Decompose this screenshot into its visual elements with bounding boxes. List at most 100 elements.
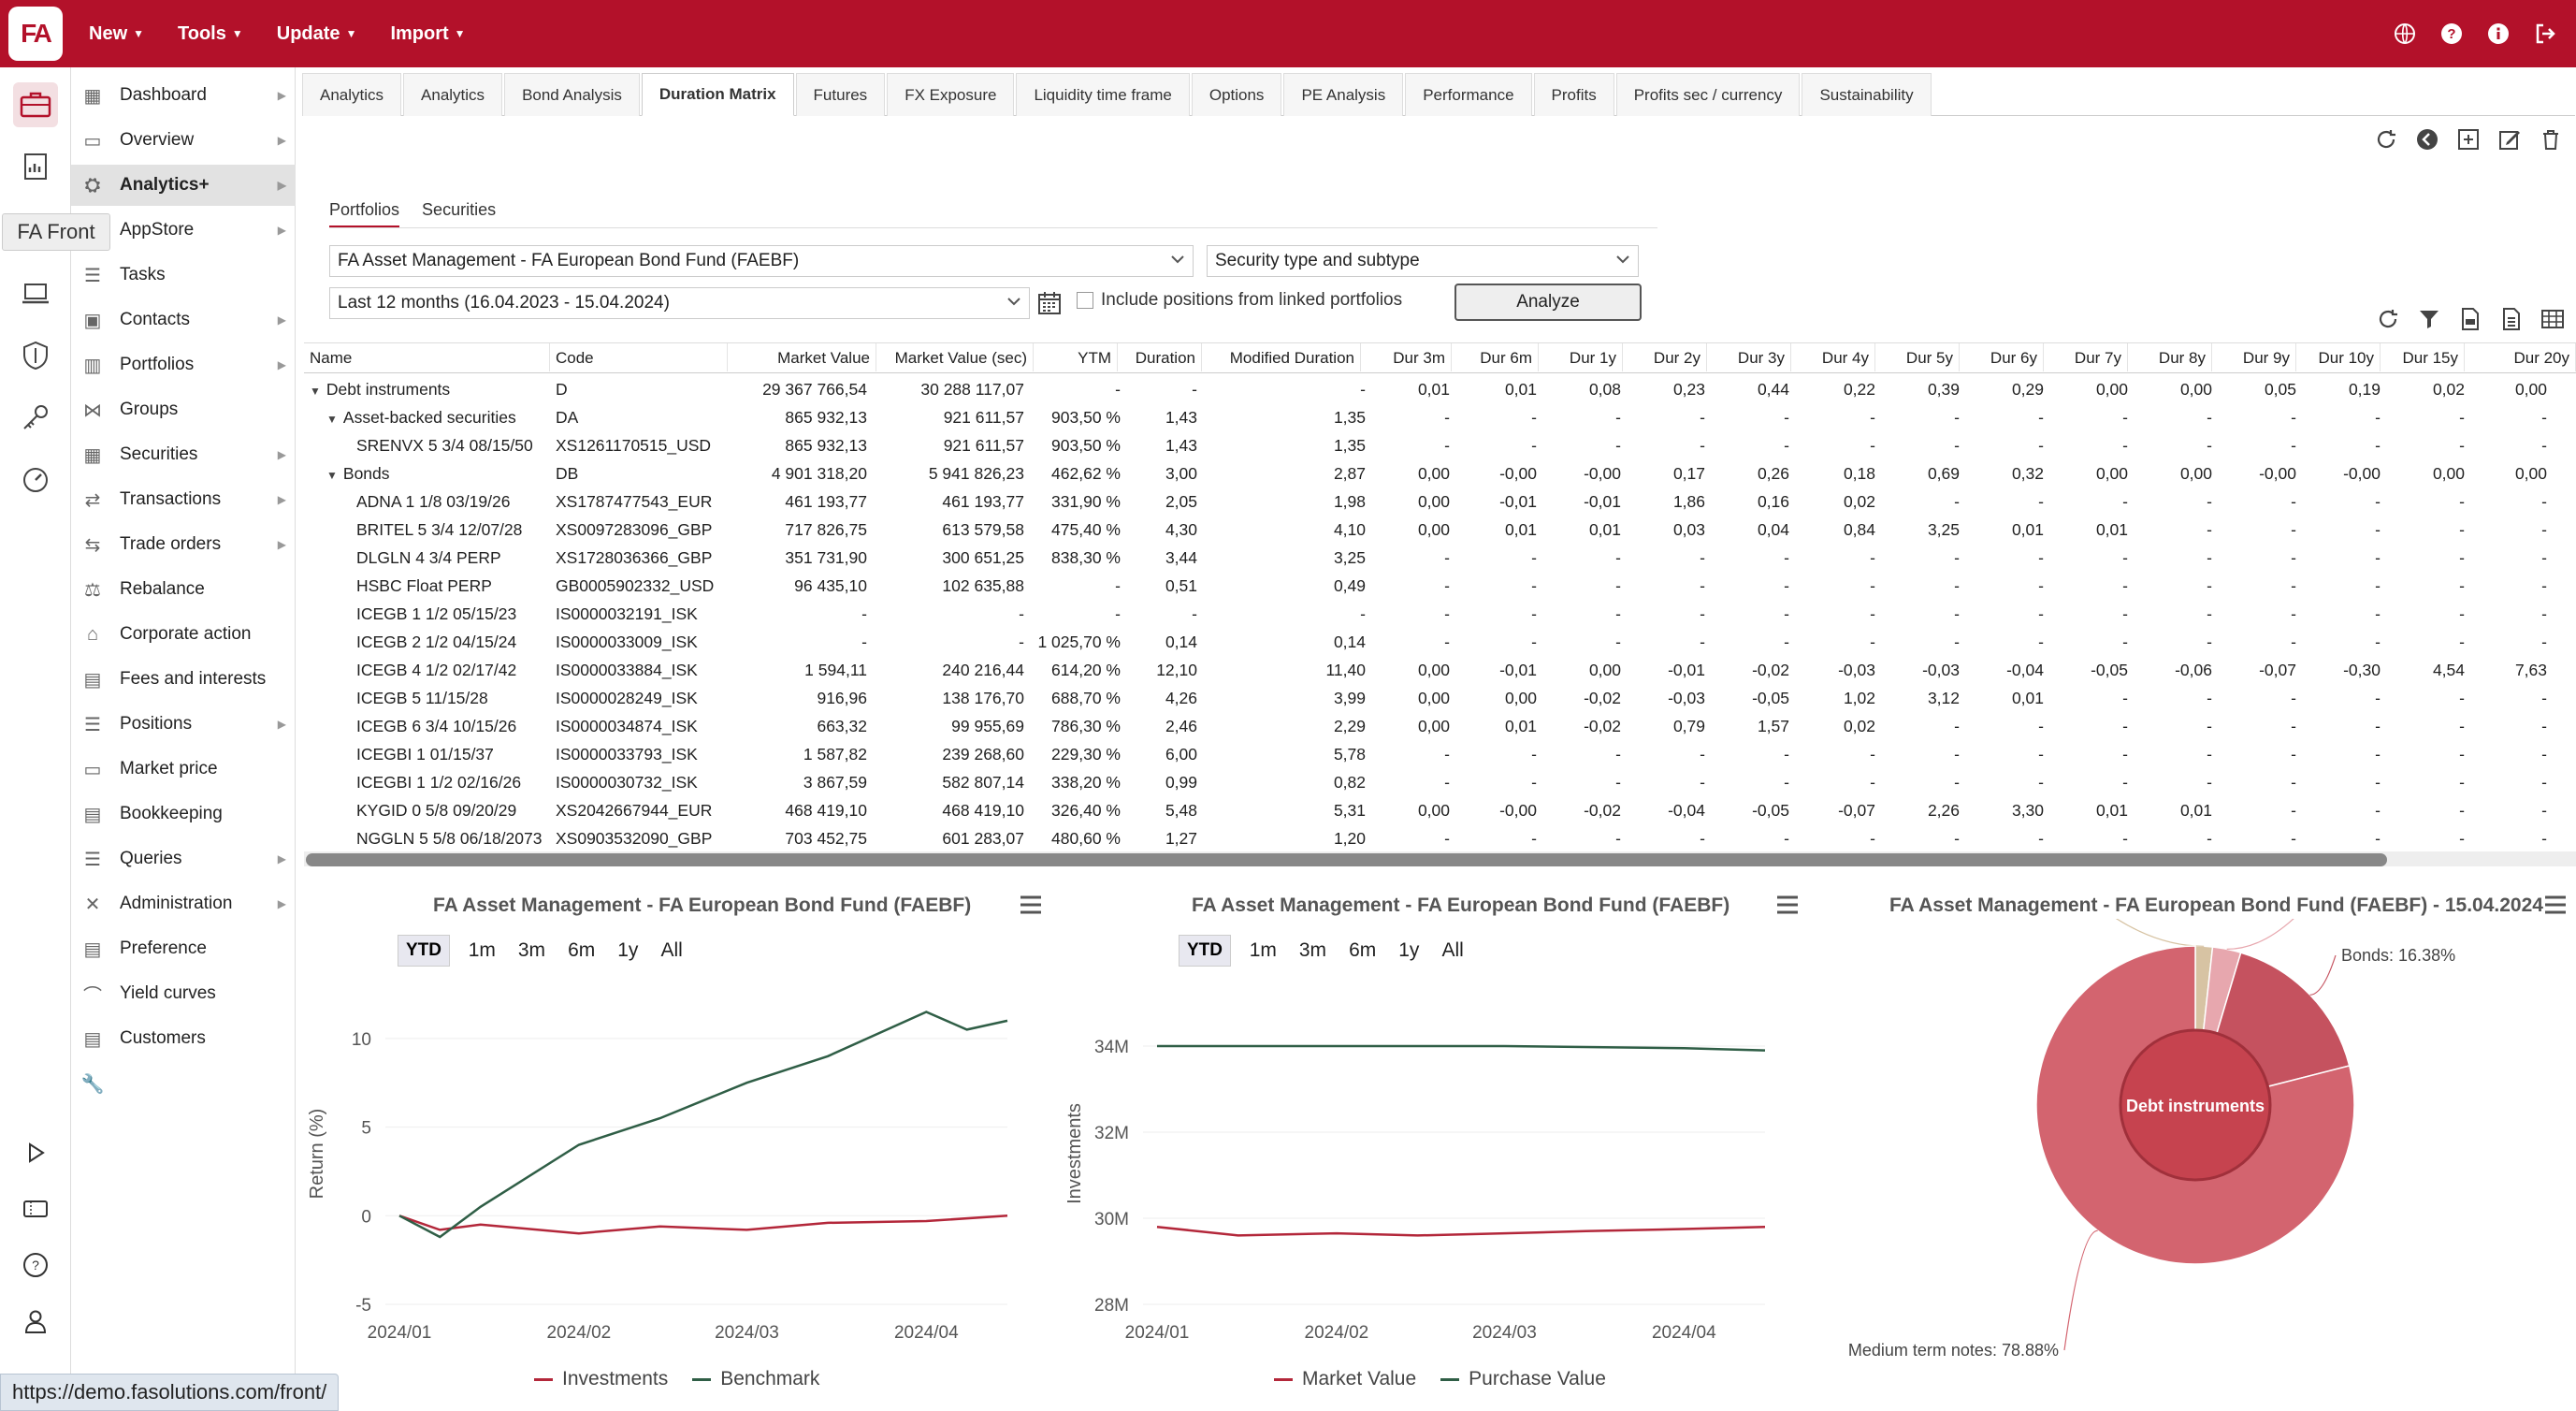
tab-analytics[interactable]: Analytics [403, 73, 503, 116]
sidebar-item-positions[interactable]: ☰ Positions ▶ [71, 704, 296, 745]
globe-icon[interactable] [2393, 22, 2417, 46]
analyze-button[interactable]: Analyze [1454, 284, 1642, 321]
tab-profits-sec-currency[interactable]: Profits sec / currency [1615, 73, 1801, 116]
sidebar-item-rebalance[interactable]: ⚖ Rebalance [71, 569, 296, 610]
laptop-icon[interactable] [13, 271, 58, 316]
table-row[interactable]: ▼ Debt instruments D 29 367 766,54 30 288 11… [304, 375, 2576, 403]
expand-toggle-icon[interactable]: ▼ [326, 413, 338, 426]
legend-market-value[interactable]: Market Value [1274, 1368, 1416, 1390]
tab-profits[interactable]: Profits [1533, 73, 1614, 116]
tab-pe-analysis[interactable]: PE Analysis [1283, 73, 1404, 116]
table-row[interactable]: BRITEL 5 3/4 12/07/28 XS0097283096_GBP 717… [304, 516, 2576, 544]
speedometer-icon[interactable] [13, 457, 58, 502]
tab-liquidity-time-frame[interactable]: Liquidity time frame [1016, 73, 1190, 116]
logout-icon[interactable] [2533, 22, 2557, 46]
zoom-button-3m[interactable]: 3m [1298, 939, 1327, 961]
report-icon[interactable] [13, 144, 58, 189]
sidebar-item-portfolios[interactable]: ▥ Portfolios ▶ [71, 344, 296, 385]
period-select[interactable]: Last 12 months (16.04.2023 - 15.04.2024) [329, 287, 1030, 319]
sidebar-item-customers[interactable]: ▤ Customers [71, 1018, 296, 1059]
table-row[interactable]: ICEGB 6 3/4 10/15/26 IS0000034874_ISK 663,… [304, 712, 2576, 740]
zoom-button-3m[interactable]: 3m [517, 939, 546, 961]
zoom-button-all[interactable]: All [660, 939, 683, 961]
column-header[interactable]: Dur 15y [2381, 343, 2465, 371]
column-header[interactable]: Dur 2y [1623, 343, 1707, 371]
help-icon[interactable]: ? [2439, 22, 2464, 46]
column-header[interactable]: Dur 8y [2128, 343, 2212, 371]
sidebar-item-tasks[interactable]: ☰ Tasks [71, 255, 296, 296]
trash-icon[interactable] [2537, 125, 2565, 153]
column-header[interactable]: Market Value (sec) [876, 343, 1034, 371]
sidebar-item-queries[interactable]: ☰ Queries ▶ [71, 838, 296, 880]
sidebar-item-trade-orders[interactable]: ⇆ Trade orders ▶ [71, 524, 296, 565]
horizontal-scrollbar[interactable] [304, 851, 2576, 866]
sidebar-item-groups[interactable]: ⋈ Groups [71, 389, 296, 430]
column-header[interactable]: Dur 10y [2296, 343, 2381, 371]
tab-analytics[interactable]: Analytics [302, 73, 402, 116]
column-header[interactable]: Dur 3m [1361, 343, 1452, 371]
tab-futures[interactable]: Futures [795, 73, 886, 116]
refresh-icon[interactable] [2374, 305, 2402, 333]
column-header[interactable]: Dur 4y [1791, 343, 1875, 371]
legend-investments[interactable]: Investments [534, 1368, 668, 1390]
menu-new[interactable]: New ▼ [89, 23, 144, 45]
zoom-button-ytd[interactable]: YTD [1179, 935, 1231, 967]
table-row[interactable]: ICEGBI 1 01/15/37 IS0000033793_ISK 1 587,8… [304, 740, 2576, 768]
zoom-button-1m[interactable]: 1m [1249, 939, 1277, 961]
tab-options[interactable]: Options [1191, 73, 1282, 116]
help-circle-icon[interactable]: ? [13, 1243, 58, 1287]
table-row[interactable]: ICEGB 2 1/2 04/15/24 IS0000033009_ISK - -1 … [304, 628, 2576, 656]
sidebar-item-market-price[interactable]: ▭ Market price [71, 749, 296, 790]
shield-icon[interactable] [13, 333, 58, 378]
excel-icon[interactable] [2497, 305, 2525, 333]
table-row[interactable]: DLGLN 4 3/4 PERP XS1728036366_GBP 351 731,… [304, 544, 2576, 572]
sidebar-item-overview[interactable]: ▭ Overview ▶ [71, 120, 296, 161]
checkbox-box[interactable] [1077, 292, 1093, 309]
sidebar-item-dashboard[interactable]: ▦ Dashboard ▶ [71, 75, 296, 116]
table-row[interactable]: HSBC Float PERP GB0005902332_USD 96 435,10… [304, 572, 2576, 600]
table-row[interactable]: ICEGBI 1 1/2 02/16/26 IS0000030732_ISK 3 8… [304, 768, 2576, 796]
hamburger-menu-icon[interactable] [2543, 895, 2568, 915]
menu-update[interactable]: Update ▼ [277, 23, 357, 45]
column-header[interactable]: Name [304, 343, 550, 371]
table-row[interactable]: ▼ Asset-backed securities DA 865 932,13 921 … [304, 403, 2576, 431]
column-header[interactable]: YTM [1034, 343, 1118, 371]
table-row[interactable]: KYGID 0 5/8 09/20/29 XS2042667944_EUR 468 … [304, 796, 2576, 824]
column-header[interactable]: Code [550, 343, 728, 371]
column-header[interactable]: Market Value [728, 343, 876, 371]
key-icon[interactable] [13, 395, 58, 440]
pdf-icon[interactable] [2456, 305, 2484, 333]
expand-toggle-icon[interactable]: ▼ [310, 385, 321, 398]
table-row[interactable]: ICEGB 5 11/15/28 IS0000028249_ISK 916,96 13… [304, 684, 2576, 712]
info-icon[interactable] [2486, 22, 2511, 46]
column-header[interactable]: Dur 1y [1539, 343, 1623, 371]
subtab-securities[interactable]: Securities [422, 200, 497, 219]
hamburger-menu-icon[interactable] [1019, 895, 1043, 915]
zoom-button-1y[interactable]: 1y [617, 939, 639, 961]
sidebar-item-tools[interactable]: 🔧 [71, 1063, 296, 1104]
zoom-button-6m[interactable]: 6m [1349, 939, 1377, 961]
edit-icon[interactable] [2496, 125, 2524, 153]
briefcase-icon[interactable] [13, 82, 58, 127]
sidebar-item-preference[interactable]: ▤ Preference [71, 928, 296, 969]
tab-bond-analysis[interactable]: Bond Analysis [504, 73, 640, 116]
user-icon[interactable] [13, 1299, 58, 1344]
column-header[interactable]: Dur 6m [1452, 343, 1539, 371]
zoom-button-1m[interactable]: 1m [468, 939, 496, 961]
sidebar-item-transactions[interactable]: ⇄ Transactions ▶ [71, 479, 296, 520]
column-header[interactable]: Dur 3y [1707, 343, 1791, 371]
column-header[interactable]: Dur 20y [2465, 343, 2576, 371]
zoom-button-1y[interactable]: 1y [1398, 939, 1420, 961]
menu-tools[interactable]: Tools ▼ [178, 23, 243, 45]
tab-performance[interactable]: Performance [1405, 73, 1532, 116]
subtab-portfolios[interactable]: Portfolios [329, 200, 400, 227]
legend-purchase-value[interactable]: Purchase Value [1440, 1368, 1606, 1390]
include-linked-checkbox[interactable]: Include positions from linked portfolios [1077, 290, 1402, 311]
sidebar-item-analytics[interactable]: ⛭ Analytics+ ▶ [71, 165, 296, 206]
hamburger-menu-icon[interactable] [1775, 895, 1800, 915]
menu-import[interactable]: Import ▼ [390, 23, 465, 45]
sidebar-item-bookkeeping[interactable]: ▤ Bookkeeping [71, 793, 296, 835]
tab-duration-matrix[interactable]: Duration Matrix [641, 73, 794, 116]
column-header[interactable]: Modified Duration [1202, 343, 1361, 371]
tab-fx-exposure[interactable]: FX Exposure [887, 73, 1015, 116]
